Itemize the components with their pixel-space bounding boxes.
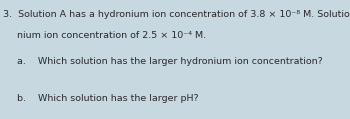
Text: a.    Which solution has the larger hydronium ion concentration?: a. Which solution has the larger hydroni…	[17, 57, 323, 66]
Text: 3.  Solution A has a hydronium ion concentration of 3.8 × 10⁻⁸ M. Solution B has: 3. Solution A has a hydronium ion concen…	[3, 10, 350, 19]
Text: nium ion concentration of 2.5 × 10⁻⁴ M.: nium ion concentration of 2.5 × 10⁻⁴ M.	[17, 31, 206, 40]
Text: b.    Which solution has the larger pH?: b. Which solution has the larger pH?	[17, 94, 198, 103]
